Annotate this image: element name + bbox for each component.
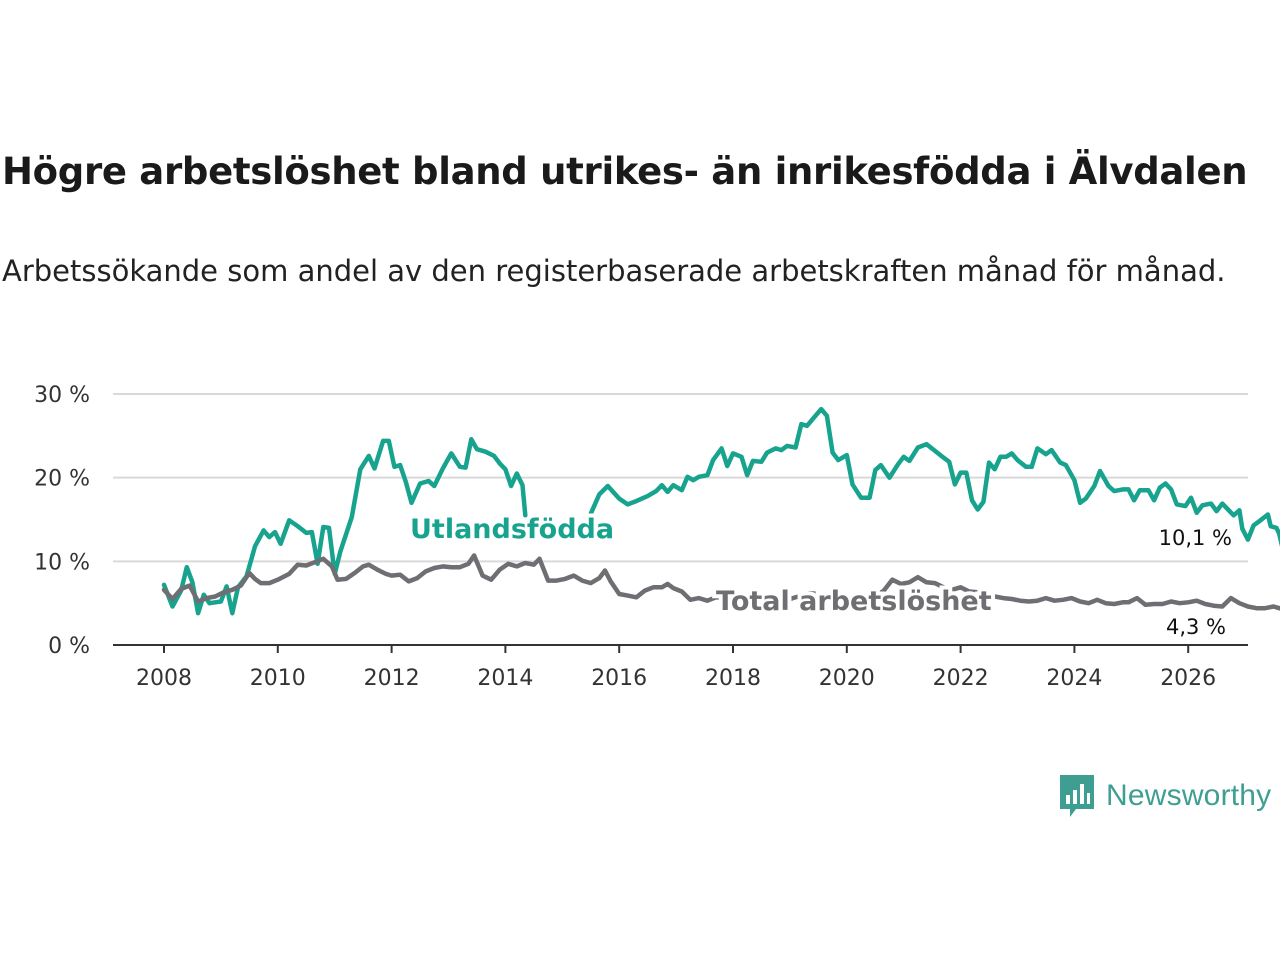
series-line-utlandsf-dda	[161, 436, 528, 616]
newsworthy-logo-icon	[1060, 775, 1094, 817]
y-tick-label: 20 %	[34, 467, 90, 492]
gridlines	[113, 393, 1248, 563]
x-tick-label: 2026	[1160, 666, 1216, 691]
series-line-total-arbetsl-shet	[161, 553, 1280, 611]
axes: 0 % 10 % 20 % 30 % 2008 2010 2012 2014 2016 2018 2…	[34, 383, 1248, 691]
x-tick-label: 2024	[1046, 666, 1102, 691]
brand-name: Newsworthy	[1106, 779, 1272, 812]
newsworthy-logo: Newsworthy	[1058, 772, 1271, 820]
chart-title: Högre arbetslöshet bland utrikes- än inr…	[2, 150, 1248, 193]
x-tick-label: 2012	[364, 666, 420, 691]
chart-subtitle: Arbetssökande som andel av den registerb…	[2, 254, 1226, 288]
x-tick-label: 2010	[250, 666, 306, 691]
series-lines	[161, 406, 1280, 616]
end-value-total: 4,3 %	[1166, 615, 1226, 639]
series-labels: Utlandsfödda Total arbetslöshet 10,1 % 4,3 …	[406, 510, 1235, 642]
y-tick-label: 30 %	[34, 383, 90, 408]
end-value-utlandsfodda: 10,1 %	[1159, 526, 1232, 550]
y-tick-label: 10 %	[34, 550, 90, 575]
series-label-utlandsfodda: Utlandsfödda	[410, 514, 614, 545]
series-line-utlandsf-dda	[588, 406, 1280, 547]
x-tick-label: 2008	[136, 666, 192, 691]
line-chart: 0 % 10 % 20 % 30 % 2008 2010 2012 2014 2016 2018 2…	[34, 383, 1280, 691]
x-tick-label: 2016	[591, 666, 647, 691]
series-label-total: Total arbetslöshet	[716, 586, 992, 617]
x-tick-label: 2018	[705, 666, 761, 691]
x-tick-label: 2020	[819, 666, 875, 691]
x-tick-label: 2014	[477, 666, 533, 691]
y-tick-label: 0 %	[48, 634, 90, 659]
x-tick-label: 2022	[933, 666, 989, 691]
